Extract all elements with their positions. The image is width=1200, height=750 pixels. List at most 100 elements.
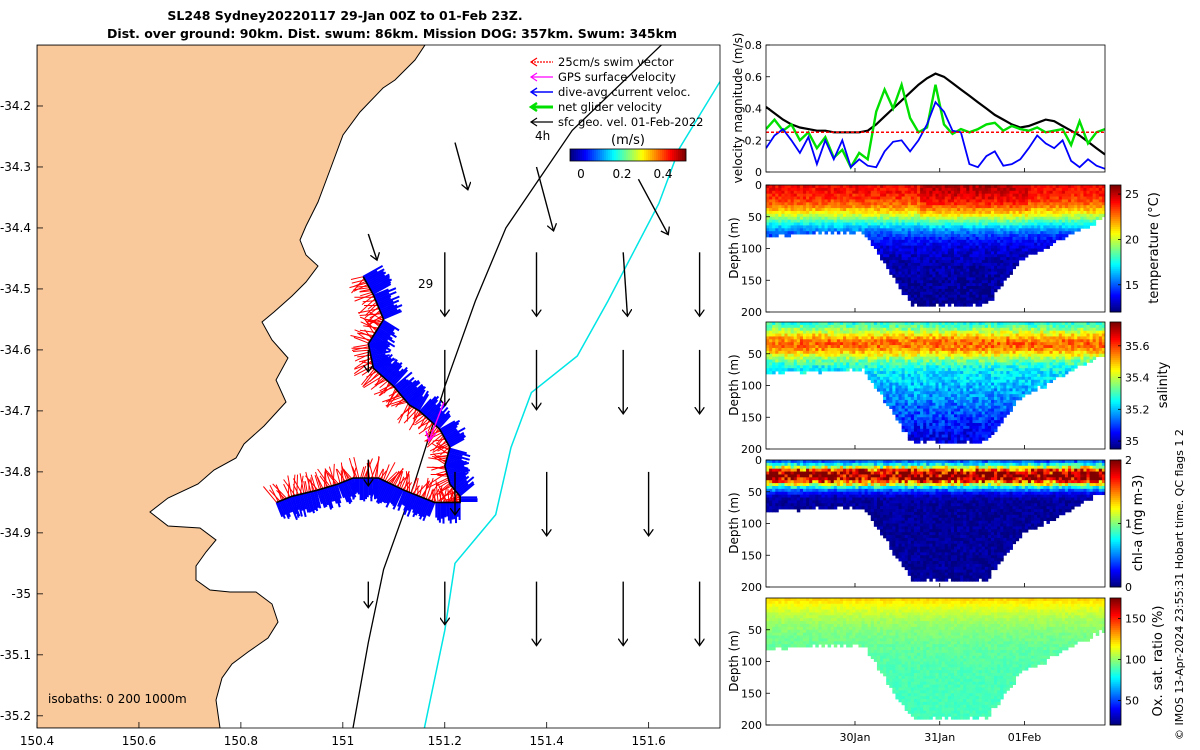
heatmap-cell bbox=[966, 254, 970, 258]
heatmap-cell bbox=[839, 330, 844, 334]
heatmap-cell bbox=[932, 297, 936, 301]
heatmap-cell bbox=[769, 202, 773, 206]
heatmap-cell bbox=[1034, 210, 1038, 215]
heatmap-cell bbox=[1034, 219, 1038, 223]
heatmap-cell bbox=[830, 347, 835, 352]
heatmap-cell bbox=[1018, 239, 1023, 244]
heatmap-cell bbox=[904, 187, 909, 192]
heatmap-cell bbox=[806, 228, 810, 232]
heatmap-cell bbox=[855, 324, 859, 329]
heatmap-cell bbox=[772, 359, 776, 363]
heatmap-cell bbox=[1009, 205, 1013, 209]
heatmap-cell bbox=[799, 345, 804, 349]
heatmap-cell bbox=[827, 336, 832, 340]
heatmap-cell bbox=[1089, 219, 1094, 223]
heatmap-cell bbox=[895, 196, 899, 200]
heatmap-cell bbox=[901, 185, 906, 189]
current-vector bbox=[301, 493, 307, 510]
heatmap-cell bbox=[895, 373, 899, 378]
heatmap-cell bbox=[769, 208, 773, 212]
heatmap-cell bbox=[833, 228, 838, 232]
heatmap-cell bbox=[920, 216, 924, 221]
heatmap-cell bbox=[821, 187, 825, 192]
heatmap-cell bbox=[827, 333, 832, 337]
heatmap-cell bbox=[864, 222, 869, 226]
heatmap-cell bbox=[932, 362, 936, 366]
swim-vector bbox=[447, 488, 450, 503]
current-vector bbox=[380, 362, 393, 376]
heatmap-cell bbox=[972, 196, 976, 200]
heatmap-cell bbox=[1000, 260, 1004, 264]
heatmap-cell bbox=[975, 274, 980, 278]
heatmap-cell bbox=[1012, 239, 1017, 244]
heatmap-cell bbox=[766, 333, 770, 337]
map-x-tick-label: 151.4 bbox=[530, 734, 564, 748]
heatmap-cell bbox=[923, 193, 927, 197]
heatmap-cell bbox=[990, 242, 995, 247]
heatmap-cell bbox=[784, 330, 788, 334]
heatmap-cell bbox=[935, 219, 939, 223]
heatmap-cell bbox=[873, 385, 878, 389]
heatmap-cell bbox=[917, 199, 921, 203]
heatmap-cell bbox=[1021, 199, 1026, 203]
heatmap-cell bbox=[969, 216, 973, 221]
heatmap-cell bbox=[883, 208, 887, 212]
heatmap-cell bbox=[855, 353, 859, 358]
heatmap-cell bbox=[1043, 199, 1047, 203]
heatmap-cell bbox=[997, 185, 1001, 189]
heatmap-cell bbox=[855, 359, 859, 363]
heatmap-cell bbox=[1000, 202, 1004, 206]
heatmap-cell bbox=[815, 202, 819, 206]
heatmap-cell bbox=[1071, 225, 1075, 229]
heatmap-cell bbox=[920, 356, 924, 360]
heatmap-cell bbox=[790, 324, 795, 329]
heatmap-cell bbox=[1074, 219, 1078, 223]
heatmap-cell bbox=[870, 242, 875, 247]
heatmap-cell bbox=[1068, 216, 1072, 221]
current-vector bbox=[362, 265, 384, 278]
heatmap-cell bbox=[787, 185, 792, 189]
heatmap-cell bbox=[781, 322, 785, 326]
heatmap-cell bbox=[978, 274, 983, 278]
colorbar-cell bbox=[1110, 256, 1121, 259]
colorbar-cell bbox=[1110, 286, 1121, 289]
heatmap-cell bbox=[941, 242, 946, 247]
heatmap-cell bbox=[1012, 190, 1017, 195]
heatmap-cell bbox=[815, 210, 819, 215]
heatmap-cell bbox=[904, 414, 909, 418]
heatmap-cell bbox=[861, 359, 866, 363]
heatmap-cell bbox=[910, 411, 915, 415]
heatmap-cell bbox=[861, 210, 866, 215]
heatmap-cell bbox=[870, 193, 875, 197]
heatmap-cell bbox=[963, 294, 967, 298]
heatmap-cell bbox=[966, 225, 970, 229]
heatmap-cell bbox=[944, 222, 949, 226]
heatmap-cell bbox=[907, 420, 912, 424]
heatmap-cell bbox=[818, 196, 822, 200]
heatmap-cell bbox=[1046, 234, 1050, 238]
heatmap-cell bbox=[806, 324, 810, 329]
heatmap-cell bbox=[966, 291, 970, 296]
heatmap-cell bbox=[898, 208, 902, 212]
heatmap-cell bbox=[815, 196, 819, 200]
heatmap-cell bbox=[886, 202, 890, 206]
heatmap-cell bbox=[901, 397, 906, 401]
heatmap-cell bbox=[892, 225, 896, 229]
heatmap-cell bbox=[1018, 228, 1023, 232]
swim-vector bbox=[296, 474, 298, 496]
heatmap-cell bbox=[1015, 190, 1020, 195]
heatmap-cell bbox=[901, 271, 906, 275]
heatmap-cell bbox=[867, 205, 872, 209]
heatmap-cell bbox=[781, 359, 785, 363]
heatmap-cell bbox=[910, 271, 915, 275]
heatmap-cell bbox=[796, 365, 801, 369]
heatmap-cell bbox=[1006, 257, 1010, 261]
heatmap-cell bbox=[941, 231, 946, 235]
heatmap-cell bbox=[904, 342, 909, 346]
current-vector bbox=[363, 270, 378, 280]
heatmap-cell bbox=[997, 190, 1001, 195]
heatmap-cell bbox=[870, 322, 875, 326]
heatmap-cell bbox=[990, 185, 995, 189]
heatmap-cell bbox=[1037, 216, 1041, 221]
heatmap-cell bbox=[769, 345, 773, 349]
